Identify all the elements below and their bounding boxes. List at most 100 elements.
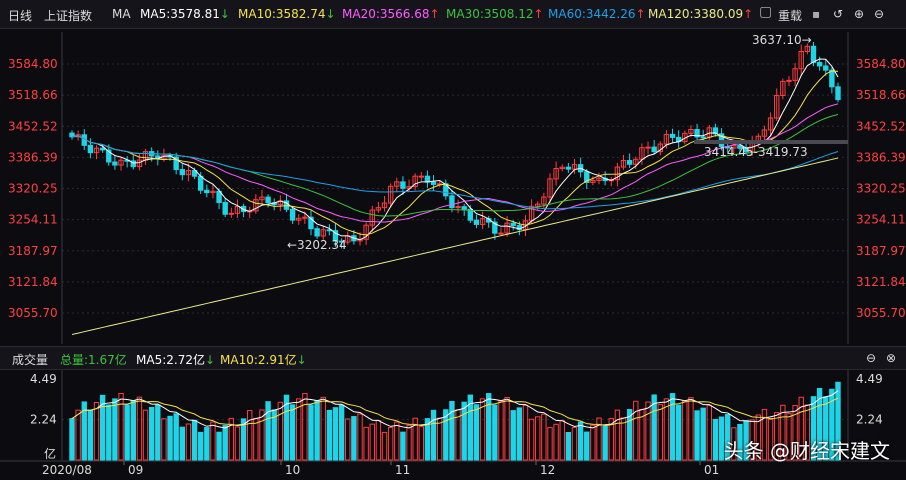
dropdown-icon[interactable]: ▢: [759, 4, 773, 20]
volume-bar: [528, 418, 535, 461]
volume-bar: [461, 401, 467, 461]
volume-bar: [669, 393, 676, 461]
candle-body: [204, 189, 210, 194]
volume-bar: [755, 414, 762, 461]
overlay-button[interactable]: 重载: [778, 9, 803, 23]
volume-bar: [510, 410, 516, 461]
volume-bar: [253, 417, 259, 461]
volume-bar: [436, 417, 443, 461]
candle-body: [761, 129, 768, 137]
volume-bar: [522, 404, 529, 461]
volume-title[interactable]: 成交量: [12, 353, 49, 367]
candle-body: [731, 144, 737, 149]
ma5-trend-icon: ↓: [219, 7, 230, 21]
volume-bar: [130, 400, 136, 461]
ma20-line: [71, 103, 839, 223]
price-tick-label-left: 3452.52: [8, 119, 58, 133]
candle-body: [332, 230, 339, 242]
undo-icon[interactable]: ↺: [833, 7, 844, 21]
volume-bar: [394, 421, 400, 461]
volume-bar: [492, 404, 498, 461]
candle-body: [289, 208, 296, 221]
volume-zoom-out-icon[interactable]: ⊖: [866, 351, 877, 365]
zoom-out-icon[interactable]: ⊖: [874, 7, 885, 21]
candle-body: [553, 168, 559, 180]
ma5-readout: MA5:3578.81↓: [140, 7, 230, 21]
candle-body: [792, 68, 798, 81]
volume-bar: [473, 404, 480, 461]
volume-bar: [302, 393, 308, 461]
volume-close-icon[interactable]: ⊗: [886, 351, 897, 365]
volume-bar: [424, 418, 431, 461]
candle-body: [510, 222, 516, 227]
ma120-value: MA120:3380.09: [648, 7, 744, 21]
volume-bar: [547, 427, 553, 461]
volume-tick-label-left: 2.24: [30, 413, 57, 427]
candle-body: [571, 164, 578, 170]
ma10-readout: MA10:3582.74↓: [238, 7, 336, 21]
volume-bar: [289, 404, 296, 461]
candle-body: [596, 177, 602, 181]
candle-body: [467, 208, 474, 221]
candle-body: [449, 195, 455, 209]
price-tick-label-left: 3254.11: [8, 213, 58, 227]
ma30-value: MA30:3508.12: [446, 7, 534, 21]
volume-bar: [792, 405, 798, 461]
candle-body: [338, 240, 345, 243]
volume-bar: [142, 409, 149, 461]
candle-body: [173, 156, 179, 171]
volume-bar: [486, 393, 492, 461]
volume-bar: [498, 400, 504, 461]
candle-body: [296, 217, 302, 221]
volume-bar: [620, 417, 627, 461]
volume-bar: [161, 418, 167, 461]
high-price-label: 3637.10→: [752, 33, 812, 47]
volume-bar: [835, 381, 841, 461]
candle-body: [737, 144, 743, 149]
indicator-name[interactable]: MA: [112, 7, 131, 21]
candle-body: [179, 169, 186, 176]
lock-icon[interactable]: ▪: [812, 7, 821, 21]
candle-body: [504, 222, 510, 234]
volume-bar: [657, 404, 663, 461]
candle-body: [308, 216, 314, 230]
candle-body: [688, 128, 694, 134]
candle-body: [418, 175, 424, 178]
time-tick-label: 01: [704, 463, 719, 477]
candle-body: [381, 202, 388, 209]
candle-body: [498, 232, 504, 235]
candle-body: [829, 69, 835, 88]
volume-bar: [761, 408, 768, 461]
zoom-in-icon[interactable]: ⊕: [854, 7, 865, 21]
candle-body: [394, 181, 400, 187]
volume-bar: [614, 409, 621, 461]
volume-bar: [829, 388, 835, 461]
index-name[interactable]: 上证指数: [44, 9, 93, 23]
volume-bar: [688, 397, 694, 461]
volume-bar: [363, 426, 369, 461]
volume-bar: [584, 431, 590, 461]
volume-bar: [449, 400, 455, 461]
tab-daily[interactable]: 日线: [8, 9, 33, 23]
volume-bar: [369, 423, 375, 461]
ma30-readout: MA30:3508.12↑: [446, 7, 544, 21]
candle-body: [786, 79, 792, 82]
candle-body: [669, 133, 676, 138]
candle-body: [210, 190, 216, 194]
volume-bar: [173, 413, 179, 461]
candle-body: [620, 160, 627, 168]
volume-bar: [179, 426, 186, 461]
volume-bar: [504, 396, 510, 461]
candle-body: [559, 166, 565, 170]
volume-bar: [590, 424, 596, 461]
candle-body: [265, 196, 271, 204]
volume-bar: [283, 394, 290, 461]
ma120-readout: MA120:3380.09↑: [648, 7, 753, 21]
candle-body: [412, 175, 418, 188]
volume-bar: [400, 431, 406, 461]
candle-body: [810, 45, 817, 63]
candle-body: [430, 181, 437, 185]
volume-bar: [443, 409, 449, 461]
volume-bar: [136, 396, 143, 461]
